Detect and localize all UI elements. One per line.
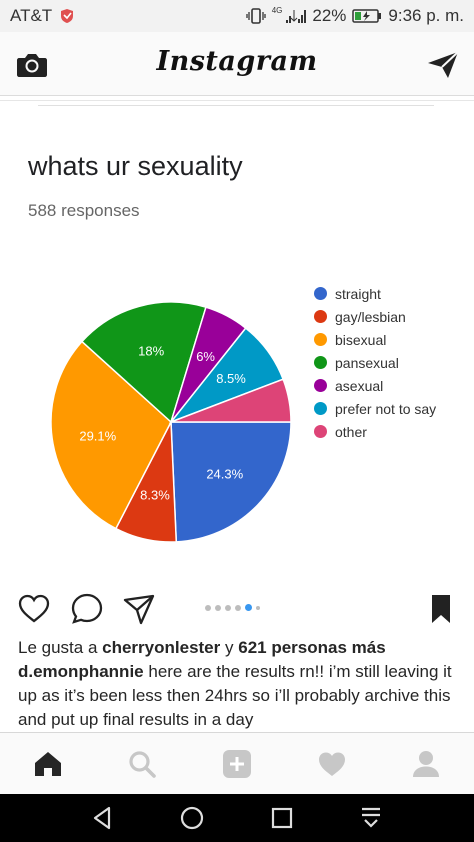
carousel-dot (245, 604, 252, 611)
pie-data-label: 29.1% (79, 428, 116, 443)
carousel-dot (225, 604, 231, 611)
legend-swatch (314, 379, 327, 392)
legend-label: bisexual (335, 331, 387, 348)
legend-item: gay/lesbian (314, 305, 436, 328)
recents-icon[interactable] (268, 804, 296, 832)
post-actions (0, 588, 474, 630)
pie-data-label: 8.3% (140, 488, 170, 503)
caption-text: here are the results rn!! i’m still leav… (18, 662, 452, 729)
person-icon[interactable] (411, 749, 441, 779)
plus-square-icon[interactable] (222, 749, 252, 779)
shield-icon (61, 9, 74, 23)
carousel-dot (256, 605, 260, 610)
activity-heart-icon[interactable] (317, 749, 347, 779)
signal-icon (286, 10, 307, 23)
chart-legend: straight gay/lesbian bisexual pansexual asex… (314, 282, 436, 443)
legend-item: pansexual (314, 351, 436, 374)
carousel-dot (205, 604, 211, 611)
legend-swatch (314, 310, 327, 323)
network-type: 4G (271, 5, 283, 15)
legend-swatch (314, 333, 327, 346)
heart-icon[interactable] (17, 592, 51, 626)
vibrate-icon (246, 8, 266, 24)
response-count: 588 responses (28, 201, 140, 220)
status-left: AT&T (10, 6, 74, 26)
divider (38, 105, 434, 106)
app-logo: Instagram (156, 46, 318, 77)
notification-pulldown-icon[interactable] (357, 804, 385, 832)
clock: 9:36 p. m. (388, 6, 464, 25)
caption-username[interactable]: d.emonphannie (18, 662, 144, 681)
legend-item: straight (314, 282, 436, 305)
liker-username[interactable]: cherryonlester (102, 638, 221, 657)
status-bar: AT&T 4G 22% 9:36 p. m. (0, 0, 474, 32)
legend-swatch (314, 356, 327, 369)
legend-label: straight (335, 285, 381, 302)
form-title: whats ur sexuality (28, 151, 243, 181)
pie-slice-pansexual (80, 301, 207, 424)
share-icon[interactable] (122, 592, 156, 626)
status-right: 4G 22% 9:36 p. m. (246, 6, 464, 26)
legend-item: other (314, 420, 436, 443)
camera-icon[interactable] (15, 50, 49, 80)
comment-icon[interactable] (70, 592, 104, 626)
legend-swatch (314, 425, 327, 438)
bottom-nav (0, 732, 474, 794)
back-icon[interactable] (89, 804, 117, 832)
system-navigation-bar (0, 794, 474, 842)
pie-chart: 24.3% 8.3% 29.1% 18% 6%8.5% (50, 301, 292, 543)
pie-slice-straight (170, 421, 292, 543)
likes-line: Le gusta a cherryonlester y 621 personas… (18, 636, 458, 660)
likes-prefix: Le gusta a (18, 638, 98, 657)
pie-slice-bisexual (50, 340, 172, 530)
legend-label: gay/lesbian (335, 308, 406, 325)
app-header: Instagram (0, 32, 474, 96)
legend-swatch (314, 402, 327, 415)
carousel-indicator (205, 604, 260, 611)
likes-count[interactable]: 621 personas más (238, 638, 386, 657)
legend-label: prefer not to say (335, 400, 437, 417)
carrier-label: AT&T (10, 6, 53, 25)
legend-swatch (314, 287, 327, 300)
bookmark-icon[interactable] (424, 592, 458, 626)
legend-item: asexual (314, 374, 436, 397)
pie-data-label: 8.5% (216, 371, 246, 386)
post-image[interactable]: whats ur sexuality 588 responses 24.3% 8.… (0, 100, 474, 570)
legend-label: other (335, 423, 367, 440)
search-icon[interactable] (127, 749, 157, 779)
carousel-dot (235, 604, 241, 611)
battery-charging-icon (352, 9, 382, 23)
legend-label: pansexual (335, 354, 399, 371)
post-caption: Le gusta a cherryonlester y 621 personas… (18, 636, 458, 756)
legend-label: asexual (335, 377, 384, 394)
pie-data-label: 6% (196, 349, 215, 364)
pie-data-label: 18% (138, 343, 164, 358)
caption-body: d.emonphannie here are the results rn!! … (18, 660, 458, 756)
legend-item: bisexual (314, 328, 436, 351)
home-circle-icon[interactable] (178, 804, 206, 832)
pie-slice-other (170, 378, 292, 423)
paper-plane-icon[interactable] (426, 50, 460, 80)
home-icon[interactable] (33, 749, 63, 779)
battery-percent: 22% (312, 6, 347, 25)
pie-data-label: 24.3% (206, 466, 243, 481)
likes-joiner: y (225, 638, 234, 657)
carousel-dot (215, 604, 221, 611)
legend-item: prefer not to say (314, 397, 436, 420)
